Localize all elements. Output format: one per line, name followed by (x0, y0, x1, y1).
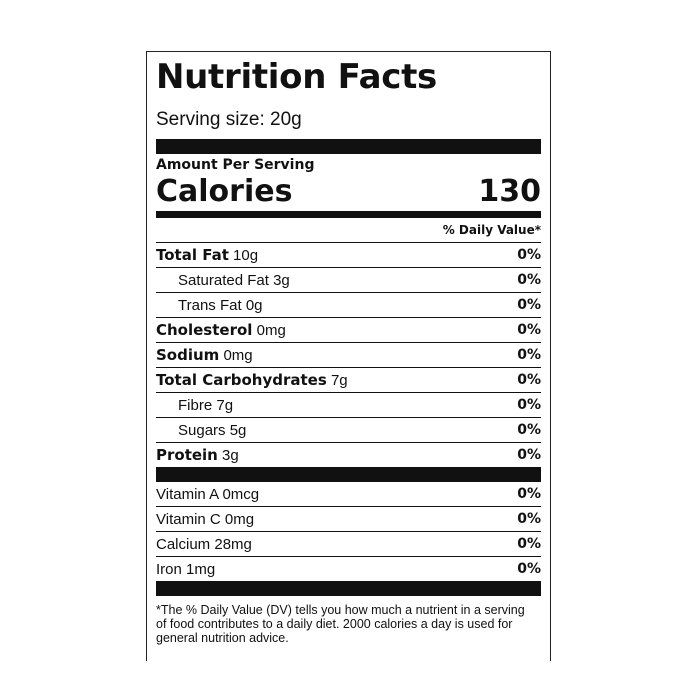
nutrient-row-total-carbohydrates: Total Carbohydrates 7g 0% (156, 368, 541, 393)
calories-label: Calories (156, 174, 293, 209)
nutrient-dv: 0% (517, 347, 541, 363)
nutrient-row-protein: Protein 3g 0% (156, 443, 541, 467)
vitamin-amount: 1mg (186, 560, 216, 578)
nutrient-name: Sodium (156, 346, 220, 364)
vitamin-row-iron: Iron 1mg 0% (156, 557, 541, 581)
nutrient-name: Trans Fat (178, 296, 242, 314)
nutrient-amount: 3g (273, 271, 290, 289)
daily-value-header: % Daily Value* (156, 218, 541, 243)
thick-divider (156, 139, 541, 154)
calories-row: Calories 130 (156, 174, 541, 210)
nutrient-dv: 0% (517, 272, 541, 288)
vitamin-name: Calcium (156, 535, 211, 553)
vitamin-row-vitamin-a: Vitamin A 0mcg 0% (156, 482, 541, 507)
calories-value: 130 (478, 174, 541, 209)
nutrient-name: Protein (156, 446, 218, 464)
nutrient-name: Total Fat (156, 246, 229, 264)
nutrient-amount: 3g (222, 447, 239, 464)
vitamin-dv: 0% (517, 561, 541, 577)
vitamin-row-calcium: Calcium 28mg 0% (156, 532, 541, 557)
nutrient-dv: 0% (517, 372, 541, 388)
nutrient-dv: 0% (517, 447, 541, 463)
nutrition-facts-label: Nutrition Facts Serving size: 20g Amount… (146, 51, 551, 661)
amount-per-serving: Amount Per Serving (156, 157, 315, 173)
nutrient-name: Fibre (178, 396, 213, 414)
vitamin-dv: 0% (517, 486, 541, 502)
nutrient-amount: 5g (229, 421, 247, 439)
serving-size: Serving size: 20g (156, 109, 302, 130)
nutrient-amount: 7g (216, 396, 234, 414)
nutrient-name: Total Carbohydrates (156, 371, 327, 389)
nutrient-dv: 0% (517, 322, 541, 338)
nutrient-row-cholesterol: Cholesterol 0mg 0% (156, 318, 541, 343)
nutrient-dv: 0% (517, 422, 541, 438)
footer-divider (156, 581, 541, 596)
nutrient-dv: 0% (517, 397, 541, 413)
nutrient-amount: 0mg (256, 322, 286, 339)
nutrient-row-sodium: Sodium 0mg 0% (156, 343, 541, 368)
vitamin-dv: 0% (517, 536, 541, 552)
nutrient-row-total-fat: Total Fat 10g 0% (156, 243, 541, 268)
nutrient-amount: 10g (233, 247, 259, 264)
nutrient-amount: 0g (245, 296, 263, 314)
nutrient-amount: 7g (330, 372, 348, 389)
nutrient-dv: 0% (517, 297, 541, 313)
nutrient-amount: 0mg (223, 347, 253, 364)
vitamin-name: Iron (156, 560, 182, 578)
medium-divider (156, 211, 541, 218)
nutrient-name: Sugars (178, 421, 226, 439)
nutrient-dv: 0% (517, 247, 541, 263)
nutrient-row-trans-fat: Trans Fat 0g 0% (156, 293, 541, 318)
nutrient-row-saturated-fat: Saturated Fat 3g 0% (156, 268, 541, 293)
nutrient-row-sugars: Sugars 5g 0% (156, 418, 541, 443)
nutrient-row-fibre: Fibre 7g 0% (156, 393, 541, 418)
vitamin-amount: 0mcg (222, 485, 260, 503)
vitamin-name: Vitamin C (156, 510, 221, 528)
label-title: Nutrition Facts (156, 57, 437, 97)
vitamin-amount: 28mg (214, 535, 252, 553)
section-divider (156, 467, 541, 482)
vitamin-name: Vitamin A (156, 485, 219, 503)
vitamin-dv: 0% (517, 511, 541, 527)
vitamin-row-vitamin-c: Vitamin C 0mg 0% (156, 507, 541, 532)
footnote: *The % Daily Value (DV) tells you how mu… (156, 603, 525, 645)
vitamin-amount: 0mg (224, 510, 255, 528)
nutrient-name: Saturated Fat (178, 271, 269, 289)
nutrient-name: Cholesterol (156, 321, 253, 339)
